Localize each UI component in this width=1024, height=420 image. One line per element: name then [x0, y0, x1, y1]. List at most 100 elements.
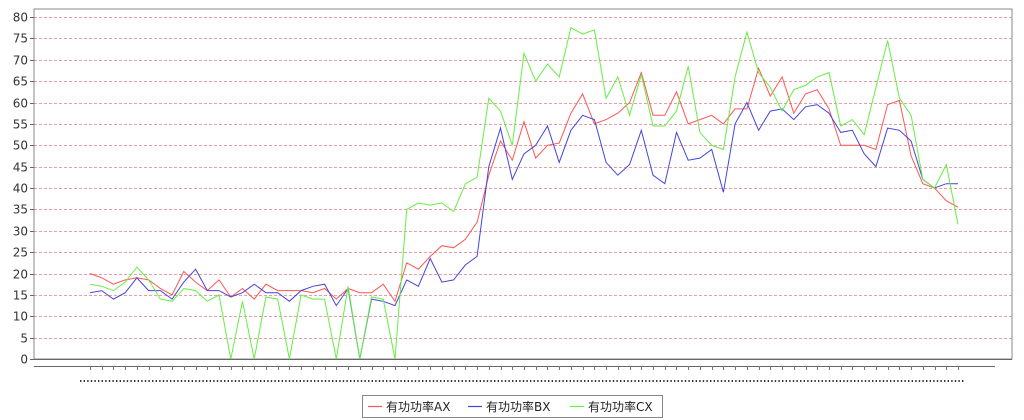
series-line-2 — [89, 26, 959, 360]
x-tick-label-dot — [731, 380, 733, 382]
x-tick-label-dot — [252, 380, 255, 382]
x-tick-label-dot — [954, 380, 957, 382]
x-tick-label-dot — [904, 380, 906, 382]
x-tick-label-dot — [177, 380, 179, 382]
x-tick-label-dot — [87, 380, 89, 382]
x-tick-label-dot — [753, 380, 755, 382]
series-layer — [89, 26, 959, 360]
x-tick-label-dot — [663, 380, 665, 382]
x-tick-label-dot — [364, 380, 366, 382]
x-tick-label-dot — [890, 380, 892, 382]
x-tick-label-dot — [774, 380, 777, 382]
x-tick-label-dot — [810, 380, 813, 382]
x-tick-label-dot — [911, 380, 913, 382]
x-tick-label-dot — [843, 380, 845, 382]
x-tick-label-dot — [375, 380, 377, 382]
x-tick-label-dot — [936, 380, 939, 382]
x-tick-label-dot — [544, 380, 546, 382]
x-tick-label-dot — [360, 380, 363, 382]
x-tick-label-dot — [126, 380, 129, 382]
series-line-0 — [89, 66, 959, 303]
x-tick-label-dot — [594, 380, 597, 382]
x-tick-label-dot — [231, 380, 233, 382]
x-tick-label-dot — [742, 380, 744, 382]
legend-label-0: 有功功率AX — [386, 399, 450, 414]
x-tick-label-dot — [850, 380, 852, 382]
x-tick-label-dot — [371, 380, 373, 382]
y-tick-label: 20 — [13, 268, 28, 282]
x-tick-label-dot — [501, 380, 503, 382]
y-tick-label: 30 — [13, 225, 28, 239]
x-tick-label-dot — [958, 380, 960, 382]
x-tick-label-dot — [882, 380, 885, 382]
x-tick-label-dot — [573, 380, 575, 382]
x-tick-label-dot — [137, 380, 139, 382]
x-tick-label-dot — [508, 380, 510, 382]
x-tick-label-dot — [112, 380, 114, 382]
x-tick-label-dot — [242, 380, 244, 382]
y-tick-label: 40 — [13, 182, 28, 196]
x-tick-label-dot — [756, 380, 759, 382]
x-tick-label-dot — [94, 380, 96, 382]
x-tick-label-dot — [832, 380, 834, 382]
x-tick-label-dot — [216, 380, 219, 382]
x-tick-label-dot — [173, 380, 175, 382]
x-tick-label-dot — [724, 380, 726, 382]
x-tick-label-dot — [785, 380, 787, 382]
x-tick-label-dot — [393, 380, 395, 382]
x-tick-label-dot — [468, 380, 471, 382]
x-tick-label-dot — [940, 380, 942, 382]
x-tick-label-dot — [432, 380, 435, 382]
x-tick-label-dot — [918, 380, 921, 382]
x-tick-label-dot — [206, 380, 208, 382]
x-tick-label-dot — [933, 380, 935, 382]
x-tick-label-dot — [537, 380, 539, 382]
x-tick-label-dot — [90, 380, 93, 382]
x-tick-label-dot — [828, 380, 831, 382]
x-tick-label-dot — [926, 380, 928, 382]
x-tick-label-dot — [702, 380, 705, 382]
x-tick-label-dot — [807, 380, 809, 382]
x-tick-label-dot — [584, 380, 586, 382]
x-tick-label-dot — [209, 380, 211, 382]
y-tick-label: 5 — [20, 332, 28, 346]
x-tick-label-dot — [854, 380, 856, 382]
x-tick-label-dot — [270, 380, 273, 382]
x-tick-label-dot — [551, 380, 553, 382]
x-tick-label-dot — [116, 380, 118, 382]
x-tick-label-dot — [224, 380, 226, 382]
x-tick-label-dot — [98, 380, 100, 382]
x-tick-label-dot — [692, 380, 694, 382]
x-tick-label-dot — [155, 380, 157, 382]
x-tick-label-dot — [674, 380, 676, 382]
x-tick-label-dot — [659, 380, 661, 382]
x-tick-label-dot — [342, 380, 345, 382]
x-tick-label-dot — [875, 380, 877, 382]
x-tick-label-dot — [306, 380, 309, 382]
x-tick-label-dot — [540, 380, 543, 382]
x-tick-label-dot — [317, 380, 319, 382]
x-tick-label-dot — [512, 380, 514, 382]
x-tick-label-dot — [454, 380, 456, 382]
x-tick-label-dot — [130, 380, 132, 382]
x-tick-label-dot — [350, 380, 352, 382]
x-tick-label-dot — [324, 380, 327, 382]
x-tick-label-dot — [609, 380, 611, 382]
x-tick-label-dot — [188, 380, 190, 382]
x-tick-label-dot — [332, 380, 334, 382]
x-tick-label-dot — [962, 380, 964, 382]
plot-area — [33, 8, 1013, 360]
x-tick-label-dot — [234, 380, 237, 382]
x-tick-label-dot — [285, 380, 287, 382]
x-tick-label-dot — [915, 380, 917, 382]
x-tick-label-dot — [839, 380, 841, 382]
x-tick-label-dot — [310, 380, 312, 382]
x-tick-label-dot — [576, 380, 579, 382]
x-tick-label-dot — [108, 380, 111, 382]
x-tick-label-dot — [796, 380, 798, 382]
x-tick-label-dot — [616, 380, 618, 382]
x-tick-label-dot — [893, 380, 895, 382]
x-tick-label-dot — [886, 380, 888, 382]
x-tick-label-dot — [494, 380, 496, 382]
